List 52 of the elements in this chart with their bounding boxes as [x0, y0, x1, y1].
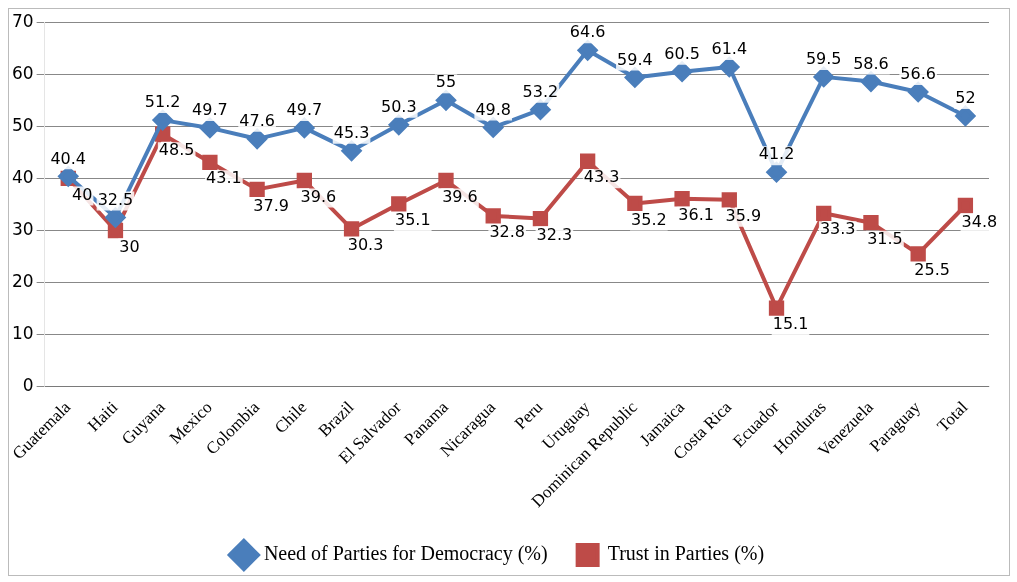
data-label: 43.1: [206, 168, 242, 188]
data-label: 36.1: [678, 204, 714, 224]
y-tick-label: 70: [11, 10, 34, 31]
data-label: 50.3: [380, 96, 417, 116]
data-label: 15.1: [772, 314, 809, 334]
data-label: 59.4: [617, 49, 653, 69]
data-label: 34.8: [961, 211, 998, 231]
data-label: 64.6: [569, 22, 606, 42]
data-label: 47.6: [239, 111, 275, 131]
x-tick-label: Chile: [270, 397, 311, 438]
data-label: 51.2: [144, 92, 181, 112]
y-tick-label: 0: [22, 375, 34, 396]
data-label: 41.2: [758, 144, 795, 164]
data-label: 39.6: [300, 186, 337, 206]
data-label: 35.2: [631, 209, 667, 229]
data-label: 30.3: [347, 235, 384, 255]
data-label: 40: [72, 184, 93, 204]
data-label: 40.4: [50, 148, 87, 168]
data-label: 53.2: [522, 81, 559, 101]
data-label: 49.7: [192, 100, 228, 120]
data-label: 49.8: [475, 99, 512, 119]
data-label: 49.7: [286, 100, 323, 120]
data-label: 32.3: [536, 224, 573, 244]
data-label: 32.8: [489, 222, 526, 242]
data-label: 25.5: [914, 260, 950, 280]
data-label: 43.3: [583, 167, 620, 187]
data-label: 55: [435, 72, 457, 92]
x-tick-label: Peru: [510, 397, 547, 433]
data-label: 37.9: [253, 195, 289, 215]
legend-label: Need of Parties for Democracy (%): [263, 542, 548, 566]
data-label: 52: [955, 88, 976, 108]
y-tick-label: 20: [11, 271, 34, 292]
data-label: 45.3: [333, 122, 370, 142]
data-label: 39.6: [442, 186, 478, 206]
y-tick-label: 40: [11, 166, 34, 187]
y-tick-label: 10: [11, 323, 34, 344]
legend-label: Trust in Parties (%): [607, 542, 765, 566]
data-label: 32.5: [97, 189, 134, 209]
y-tick-label: 30: [11, 218, 34, 239]
y-tick-label: 60: [11, 62, 34, 83]
data-label: 58.6: [853, 53, 889, 73]
data-label: 31.5: [867, 228, 903, 248]
data-label: 61.4: [711, 39, 748, 59]
data-label: 59.5: [805, 49, 842, 69]
data-label: 56.6: [900, 64, 936, 84]
data-label: 35.1: [394, 210, 431, 230]
data-label: 60.5: [664, 43, 700, 63]
y-tick-label: 50: [11, 114, 34, 135]
data-label: 30: [119, 236, 140, 256]
data-label: 48.5: [158, 140, 195, 160]
data-label: 35.9: [725, 205, 762, 225]
data-label: 33.3: [819, 219, 856, 239]
